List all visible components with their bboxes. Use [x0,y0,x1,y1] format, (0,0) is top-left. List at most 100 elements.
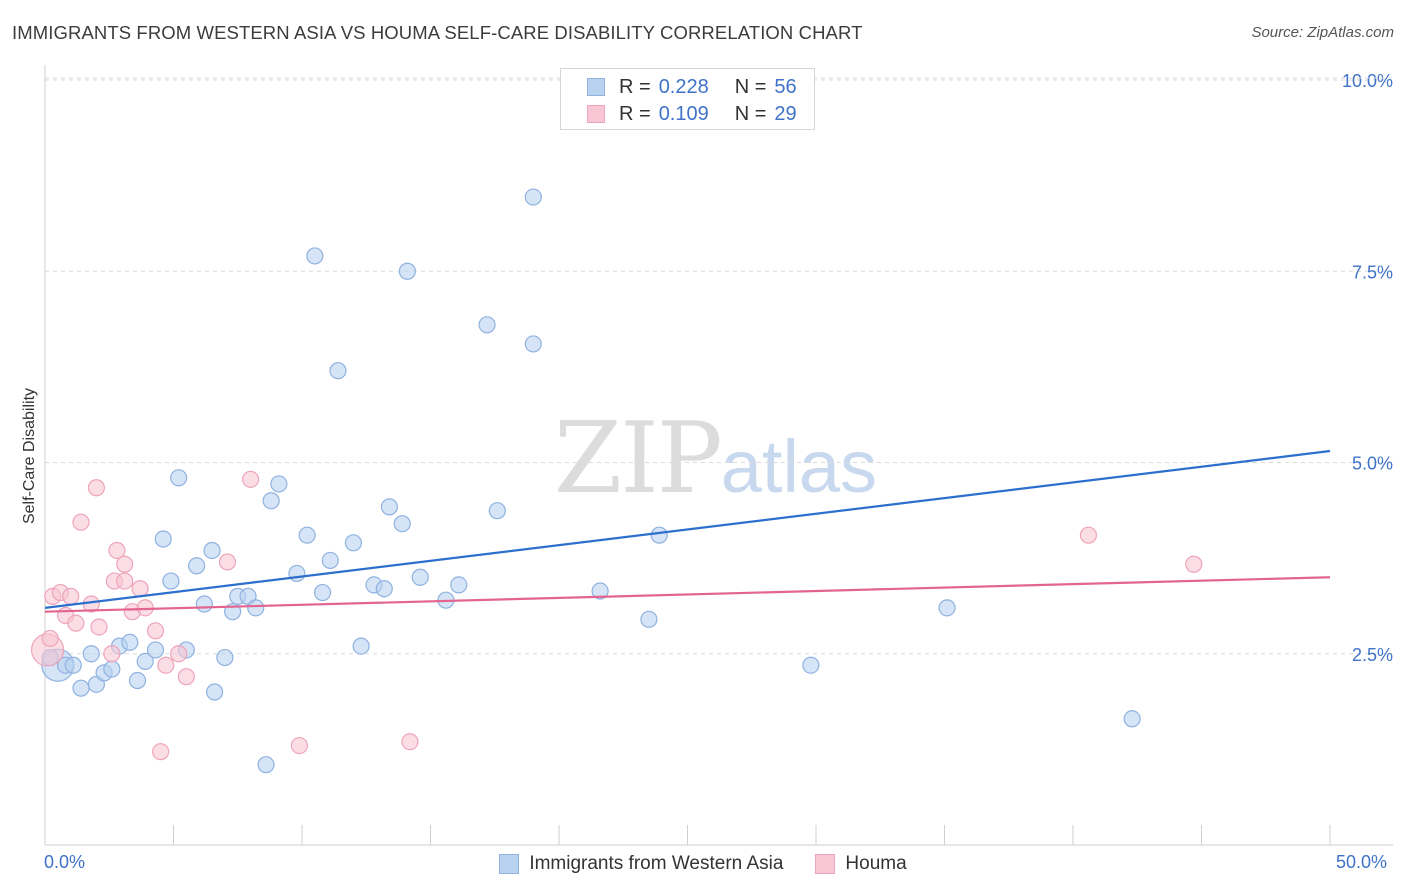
point-western-asia [591,582,609,600]
point-houma [290,736,309,755]
point-western-asia [321,551,339,570]
y-tick-label: 7.5% [1352,262,1393,282]
legend-r-label: R = [619,102,651,125]
point-western-asia [262,492,280,510]
point-western-asia [154,530,172,548]
point-western-asia [524,188,542,206]
point-houma [242,470,260,488]
legend-label-houma: Houma [845,853,907,874]
point-houma [401,733,419,751]
legend-n-label: N = [734,75,767,98]
x-tick-max: 50.0% [1336,852,1388,872]
point-houma [87,479,106,497]
point-houma [116,572,134,590]
x-tick-min: 0.0% [44,852,86,872]
point-western-asia [257,756,275,774]
legend-n-value: 29 [774,102,797,125]
point-houma [67,614,85,632]
y-tick-label: 10.0% [1342,71,1393,91]
point-houma [146,622,165,640]
point-houma [218,553,237,571]
source-label: Source: ZipAtlas.com [1251,24,1394,41]
legend-r-value: 0.109 [658,102,709,125]
correlation-legend: R = 0.228 N = 56 R = 0.109 N = 29 [560,68,815,130]
legend-swatch-pink [815,854,836,874]
point-western-asia [270,475,288,493]
point-western-asia [203,541,221,560]
legend-swatch-blue [587,78,605,96]
point-houma [170,645,188,663]
legend-r-label: R = [619,75,651,98]
point-western-asia [82,645,100,663]
legend-n-label: N = [734,102,767,125]
point-western-asia [411,568,429,586]
point-western-asia [188,557,206,575]
legend-swatch-blue [499,854,520,874]
point-western-asia [136,652,154,671]
point-houma [177,668,195,686]
point-western-asia [216,648,234,667]
point-houma [72,513,90,531]
point-western-asia [450,576,468,594]
point-western-asia [170,469,188,487]
point-houma [131,580,149,598]
point-western-asia [393,515,411,533]
y-tick-label: 5.0% [1352,454,1393,474]
point-western-asia [72,679,90,697]
point-houma [157,656,175,674]
point-western-asia [103,660,121,678]
trendline-houma [44,576,1331,613]
point-houma [1185,555,1203,573]
point-western-asia [306,247,324,265]
point-houma [108,541,126,560]
point-western-asia [162,572,180,590]
legend-r-value: 0.228 [658,75,709,98]
legend-item-western-asia[interactable]: Immigrants from Western Asia [499,853,783,875]
point-western-asia [650,526,668,544]
point-houma [1079,526,1098,544]
point-western-asia [195,595,213,613]
legend-row-western-asia: R = 0.228 N = 56 [587,75,797,99]
legend-label-western-asia: Immigrants from Western Asia [529,853,784,874]
point-western-asia [344,534,362,552]
point-western-asia [938,599,956,617]
point-houma [116,555,134,573]
point-western-asia [146,641,165,659]
point-houma [90,618,108,636]
legend-n-value: 56 [774,75,797,98]
watermark-zip: ZIP [554,402,723,516]
watermark: ZIPatlas [554,402,877,516]
point-houma [41,629,59,648]
point-western-asia [206,683,224,701]
y-axis-label: Self-Care Disability [21,387,38,525]
chart-title: IMMIGRANTS FROM WESTERN ASIA VS HOUMA SE… [12,22,863,43]
point-western-asia [329,362,347,380]
legend-item-houma[interactable]: Houma [815,853,907,875]
point-western-asia [128,671,147,690]
point-western-asia [375,580,393,598]
point-western-asia [1123,710,1141,728]
point-western-asia [380,498,398,516]
point-western-asia [121,633,139,651]
point-western-asia [802,656,820,674]
point-western-asia [247,599,265,617]
point-western-asia [488,502,506,520]
legend-swatch-pink [587,105,605,123]
point-western-asia [352,637,370,655]
point-western-asia [64,656,82,674]
series-legend: Immigrants from Western Asia Houma [0,850,1406,878]
point-houma [152,743,170,761]
point-western-asia [524,335,542,353]
point-western-asia [288,564,306,583]
trendline-western-asia [44,449,1331,609]
point-houma [62,587,80,605]
watermark-atlas: atlas [720,425,878,508]
point-houma [103,645,121,663]
y-tick-label: 2.5% [1352,645,1393,665]
point-western-asia [298,526,316,544]
point-western-asia [313,583,332,602]
point-western-asia [478,316,496,334]
point-western-asia [640,610,658,628]
point-western-asia [398,262,416,280]
